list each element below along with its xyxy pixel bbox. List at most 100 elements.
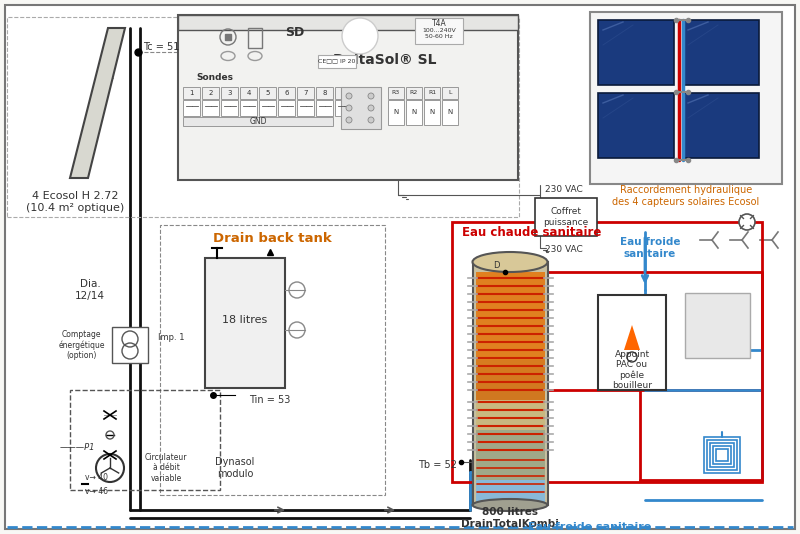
Bar [341,87,381,129]
Text: Sondes: Sondes [197,74,234,82]
Text: R1: R1 [428,90,436,96]
Bar [297,87,314,99]
Text: Circulateur
à débit
variable: Circulateur à débit variable [145,453,187,483]
Bar [178,15,518,180]
Bar [713,446,731,464]
Bar [685,293,750,358]
Text: R3: R3 [392,90,400,96]
Bar [335,87,352,99]
Text: ———P1: ———P1 [60,444,95,452]
Text: v→ 46: v→ 46 [85,488,108,497]
Bar [278,87,295,99]
Text: 3: 3 [227,90,232,96]
Bar [473,262,547,505]
Bar [475,400,545,430]
Bar [248,28,262,48]
Bar [475,368,545,372]
Text: Eau chaude sanitaire: Eau chaude sanitaire [462,225,602,239]
Text: R2: R2 [410,90,418,96]
Bar [316,100,333,116]
Text: L: L [448,90,452,96]
Bar [475,384,545,388]
Text: 2: 2 [208,90,213,96]
Text: SOLAR: SOLAR [348,38,372,43]
Bar [70,390,220,490]
Text: Tin = 53: Tin = 53 [250,395,290,405]
Text: SD: SD [286,27,305,40]
Text: 50-60 Hz: 50-60 Hz [425,35,453,40]
Circle shape [346,117,352,123]
Bar [178,15,518,30]
Polygon shape [624,325,640,350]
Bar [590,12,782,184]
Bar [318,55,356,68]
Bar [202,100,219,116]
Bar [475,388,545,392]
Text: 6: 6 [284,90,289,96]
Bar [316,87,333,99]
Bar [475,272,545,400]
Circle shape [368,117,374,123]
Bar [221,87,238,99]
Bar [475,372,545,376]
Bar [424,87,440,99]
Bar [240,87,257,99]
Bar [183,87,200,99]
Bar [535,198,597,236]
Text: N: N [411,109,417,115]
Bar [475,376,545,380]
Text: 1: 1 [190,90,194,96]
Bar [160,225,385,495]
Bar [452,222,762,482]
Text: 5: 5 [266,90,270,96]
Text: Coffret
puissance: Coffret puissance [543,207,589,227]
Text: N: N [430,109,434,115]
Bar [406,87,422,99]
Bar [183,100,200,116]
Text: Dia.
12/14: Dia. 12/14 [75,279,105,301]
Bar [475,380,545,384]
Text: DeltaSol® SL: DeltaSol® SL [334,53,437,67]
Bar [704,437,740,473]
Bar [475,430,545,495]
Bar [598,295,666,390]
Circle shape [346,105,352,111]
Bar [707,440,737,470]
Text: Drain back tank: Drain back tank [213,232,332,245]
Text: 18 litres: 18 litres [222,315,268,325]
Text: D: D [494,261,500,270]
Text: N: N [447,109,453,115]
Text: 8: 8 [322,90,326,96]
Text: Tb = 52: Tb = 52 [418,460,457,470]
Bar [475,360,545,364]
Bar [475,396,545,400]
Bar [335,100,352,116]
Bar [205,258,285,388]
Text: 9: 9 [342,90,346,96]
Text: 4: 4 [246,90,250,96]
Bar [475,364,545,368]
Circle shape [368,105,374,111]
Bar [415,18,463,44]
Bar [259,87,276,99]
Text: 230 VAC: 230 VAC [545,246,582,255]
Text: N: N [394,109,398,115]
Bar [221,100,238,116]
Circle shape [96,454,124,482]
Ellipse shape [473,499,547,511]
Circle shape [346,93,352,99]
Bar [388,100,404,125]
Circle shape [739,214,755,230]
Circle shape [342,18,378,54]
Circle shape [368,93,374,99]
Text: Dynasol
modulo: Dynasol modulo [215,457,254,479]
Text: Comptage
énergétique
(option): Comptage énergétique (option) [58,330,105,360]
Bar [240,100,257,116]
Bar [683,20,759,85]
Bar [475,392,545,396]
Ellipse shape [473,252,547,272]
Bar [388,87,404,99]
Bar [442,87,458,99]
Bar [442,100,458,125]
Bar [475,480,545,505]
